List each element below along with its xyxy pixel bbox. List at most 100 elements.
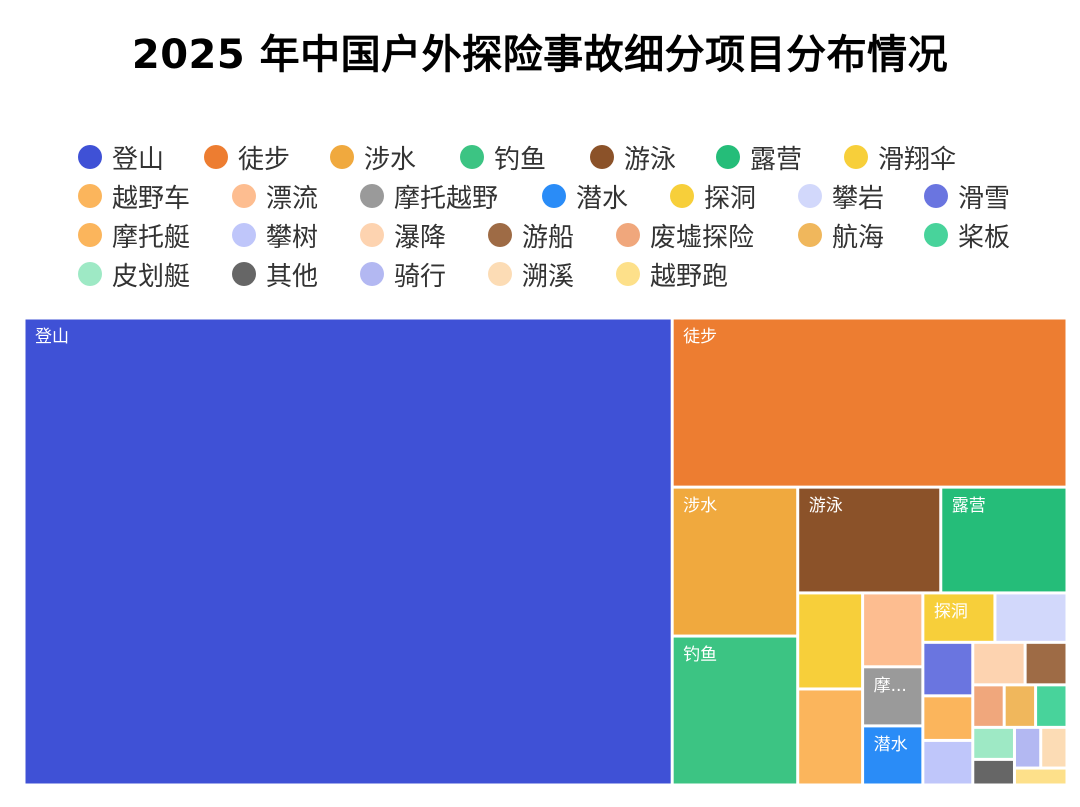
legend-item[interactable]: 其他 [232,259,318,292]
legend-item[interactable]: 摩托艇 [78,220,190,253]
treemap-rect[interactable] [673,637,797,784]
legend-label: 摩托越野 [394,183,499,214]
legend-item[interactable]: 溯溪 [488,259,574,292]
legend-item[interactable]: 摩托越野 [360,181,498,214]
legend-marker [360,223,384,247]
legend-item[interactable]: 越野车 [78,181,190,214]
legend-item[interactable]: 攀岩 [798,181,884,214]
treemap-cell[interactable]: 探洞 [924,594,994,641]
legend-item[interactable]: 登山 [78,142,164,175]
treemap-label: 露营 [952,496,986,516]
treemap-rect[interactable] [974,686,1003,726]
treemap-rect[interactable] [1015,728,1040,767]
treemap-cell[interactable] [996,594,1066,641]
legend-label: 桨板 [958,222,1011,253]
legend-item[interactable]: 露营 [716,142,802,175]
treemap-cell[interactable]: 钓鱼 [673,637,797,784]
legend-marker [232,262,256,286]
treemap-rect[interactable] [799,488,940,592]
legend-item[interactable]: 潜水 [542,181,628,214]
treemap-rect[interactable] [673,488,797,635]
legend-marker [542,184,566,208]
treemap-rect[interactable] [1042,728,1066,767]
treemap-rect[interactable] [799,594,862,688]
legend-label: 废墟探险 [650,222,755,253]
treemap-rect[interactable] [1026,643,1066,684]
legend-label: 攀树 [266,222,319,253]
legend-item[interactable]: 徒步 [204,142,290,175]
treemap-rect[interactable] [673,319,1066,486]
treemap-cell[interactable] [1037,686,1066,726]
legend-item[interactable]: 滑翔伞 [844,142,956,175]
treemap-rect[interactable] [924,594,994,641]
treemap-cell[interactable]: 游泳 [799,488,940,592]
treemap-cell[interactable]: 徒步 [673,319,1066,486]
treemap-cell[interactable] [799,594,862,688]
legend-item[interactable]: 桨板 [924,220,1010,253]
legend-item[interactable]: 探洞 [670,181,756,214]
legend-marker [78,223,102,247]
treemap-rect[interactable] [864,727,922,784]
legend-marker [924,223,948,247]
treemap-rect[interactable] [924,643,972,695]
treemap-rect[interactable] [924,697,972,739]
legend-item[interactable]: 游船 [488,220,574,253]
treemap-cell[interactable] [924,697,972,739]
treemap-cell[interactable]: 潜水 [864,727,922,784]
legend-item[interactable]: 瀑降 [360,220,446,253]
treemap-rect[interactable] [974,728,1013,758]
treemap-rect[interactable] [974,643,1024,684]
treemap-rect[interactable] [799,690,862,784]
treemap-rect[interactable] [864,668,922,725]
treemap-rect[interactable] [864,594,922,666]
treemap-cell[interactable] [974,728,1013,758]
legend-marker [798,223,822,247]
legend-item[interactable]: 皮划艇 [78,259,190,292]
treemap-cell[interactable] [864,594,922,666]
treemap-cell[interactable] [974,760,1013,784]
legend-item[interactable]: 漂流 [232,181,318,214]
treemap-cell[interactable] [1026,643,1066,684]
treemap-cell[interactable]: 摩... [864,668,922,725]
treemap-cell[interactable] [974,686,1003,726]
treemap-label: 徒步 [683,327,717,347]
treemap-cell[interactable] [1005,686,1035,726]
legend-label: 探洞 [704,183,757,214]
treemap-cell[interactable]: 涉水 [673,488,797,635]
treemap-cell[interactable] [1015,728,1040,767]
legend-item[interactable]: 钓鱼 [460,142,546,175]
legend-item[interactable]: 涉水 [330,142,416,175]
treemap-cell[interactable] [1015,769,1066,784]
legend-label: 游船 [522,222,575,253]
treemap-cell[interactable]: 露营 [942,488,1066,592]
legend-item[interactable]: 航海 [798,220,884,253]
legend-label: 越野车 [112,183,191,214]
legend-marker [204,145,228,169]
treemap-rect[interactable] [1015,769,1066,784]
legend-item[interactable]: 游泳 [590,142,676,175]
legend-item[interactable]: 攀树 [232,220,318,253]
treemap-cell[interactable] [924,741,972,784]
treemap-rect[interactable] [1037,686,1066,726]
legend-item[interactable]: 废墟探险 [616,220,754,253]
legend-item[interactable]: 骑行 [360,259,446,292]
treemap-cell[interactable] [1042,728,1066,767]
legend-item[interactable]: 滑雪 [924,181,1010,214]
treemap-rect[interactable] [924,741,972,784]
treemap-rect[interactable] [25,319,671,784]
legend-label: 溯溪 [522,261,575,292]
legend-item[interactable]: 越野跑 [616,259,728,292]
treemap-rect[interactable] [942,488,1066,592]
legend-marker [78,184,102,208]
treemap-label: 摩... [874,676,907,696]
treemap-rect[interactable] [996,594,1066,641]
legend-label: 滑翔伞 [878,144,957,175]
treemap-cell[interactable] [799,690,862,784]
treemap-rect[interactable] [1005,686,1035,726]
treemap-rect[interactable] [974,760,1013,784]
treemap-cell[interactable]: 登山 [25,319,671,784]
treemap-cell[interactable] [974,643,1024,684]
treemap-cell[interactable] [924,643,972,695]
legend-marker [844,145,868,169]
